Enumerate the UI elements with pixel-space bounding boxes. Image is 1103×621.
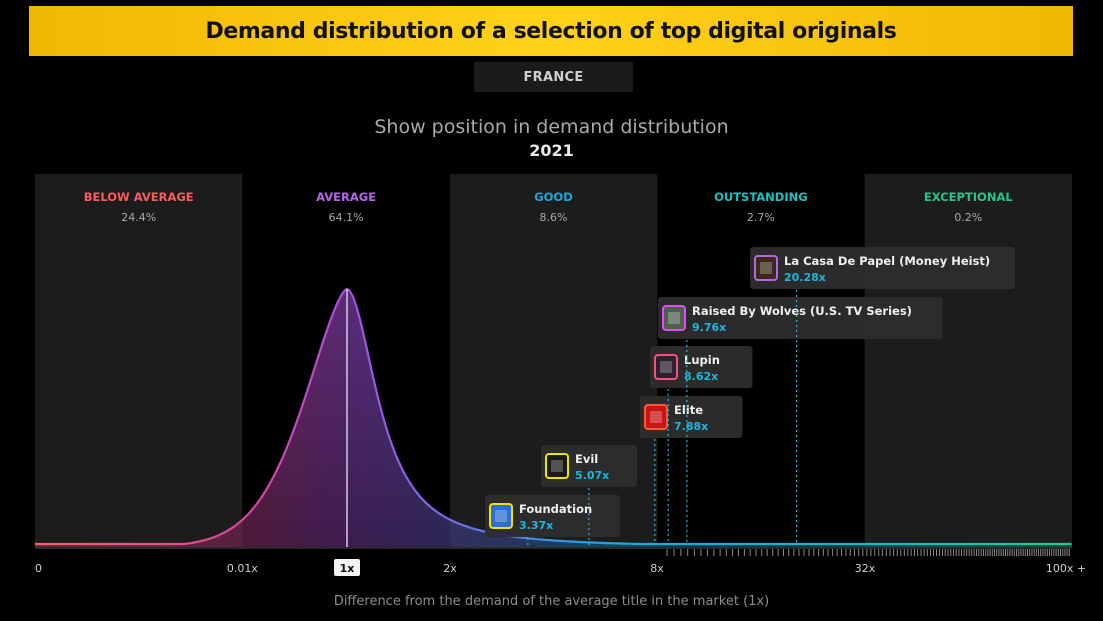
band-share: 0.2% xyxy=(954,211,982,224)
x-axis-title: Difference from the demand of the averag… xyxy=(333,594,770,609)
band-share: 2.7% xyxy=(747,211,775,224)
title-value: 9.76x xyxy=(692,321,726,334)
poster-detail xyxy=(495,510,507,522)
poster-detail xyxy=(650,411,662,423)
title-name: Elite xyxy=(674,403,703,417)
raised-by-wolves-poster-icon xyxy=(662,305,686,331)
title-value: 20.28x xyxy=(784,271,826,284)
band-label: BELOW AVERAGE xyxy=(84,190,194,204)
evil-poster-icon xyxy=(545,453,569,479)
title-callout: La Casa De Papel (Money Heist) 20.28x xyxy=(750,247,1015,289)
title-card xyxy=(750,247,1015,289)
title-name: Lupin xyxy=(684,353,720,367)
distribution-shade xyxy=(35,289,1072,547)
title-callout: Lupin 8.62x xyxy=(650,346,753,388)
title-card xyxy=(658,297,943,339)
title-name: Raised By Wolves (U.S. TV Series) xyxy=(692,304,912,318)
band-share: 8.6% xyxy=(540,211,568,224)
foundation-poster-icon xyxy=(489,503,513,529)
poster-detail xyxy=(551,460,563,472)
title-callout: Elite 7.88x xyxy=(640,396,743,438)
band-label: AVERAGE xyxy=(316,190,376,204)
chart-title: Show position in demand distribution xyxy=(374,116,729,138)
title-value: 8.62x xyxy=(684,370,718,383)
title-value: 3.37x xyxy=(519,519,553,532)
x-tick-label: 1x xyxy=(340,562,355,575)
money-heist-poster-icon xyxy=(754,255,778,281)
band-label: GOOD xyxy=(534,190,573,204)
poster-detail xyxy=(760,262,772,274)
country-tab-france[interactable]: FRANCE xyxy=(474,62,633,92)
band-share: 64.1% xyxy=(329,211,364,224)
x-tick-label: 0 xyxy=(35,562,42,575)
band-background xyxy=(864,174,1072,547)
title-callout: Evil 5.07x xyxy=(541,445,637,487)
title-name: Evil xyxy=(575,452,598,466)
band-background xyxy=(449,174,658,547)
one-x-tick-box xyxy=(334,559,360,576)
title-callout: Foundation 3.37x xyxy=(485,495,620,537)
band-label: OUTSTANDING xyxy=(714,190,808,204)
x-tick-label: 100x + xyxy=(1046,562,1086,575)
title-value: 7.88x xyxy=(674,420,708,433)
title-name: Foundation xyxy=(519,502,592,516)
x-tick-label: 32x xyxy=(855,562,876,575)
x-tick-label: 8x xyxy=(650,562,664,575)
chart-year: 2021 xyxy=(529,141,574,160)
title-value: 5.07x xyxy=(575,469,609,482)
poster-detail xyxy=(660,361,672,373)
title-card xyxy=(485,495,620,537)
x-tick-label: 0.01x xyxy=(227,562,258,575)
band-background xyxy=(35,174,243,547)
elite-poster-icon xyxy=(644,404,668,430)
chart-main-title: Demand distribution of a selection of to… xyxy=(205,18,897,44)
x-tick-label: 2x xyxy=(443,562,457,575)
title-name: La Casa De Papel (Money Heist) xyxy=(784,254,990,268)
band-share: 24.4% xyxy=(121,211,156,224)
lupin-poster-icon xyxy=(654,354,678,380)
title-callout: Raised By Wolves (U.S. TV Series) 9.76x xyxy=(658,297,943,339)
band-label: EXCEPTIONAL xyxy=(924,190,1013,204)
distribution-curve xyxy=(35,287,1072,546)
poster-detail xyxy=(668,312,680,324)
title-banner: Demand distribution of a selection of to… xyxy=(29,6,1073,56)
